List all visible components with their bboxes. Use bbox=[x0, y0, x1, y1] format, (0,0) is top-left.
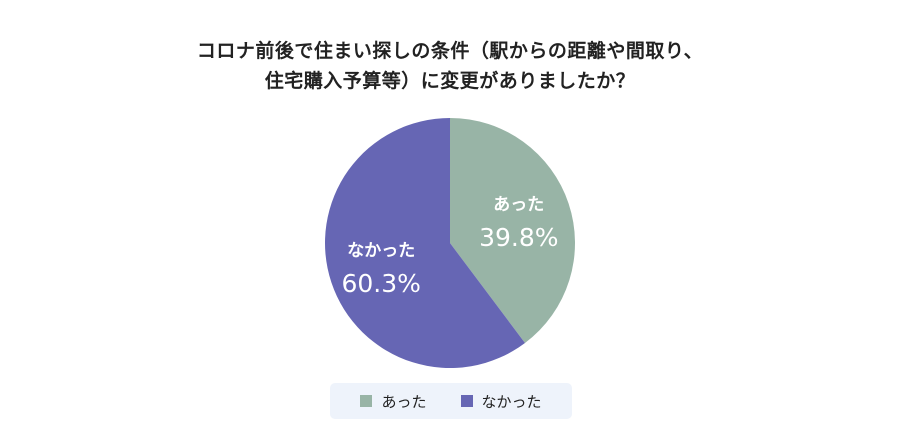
chart-title: コロナ前後で住まい探しの条件（駅からの距離や間取り、 住宅購入予算等）に変更があ… bbox=[0, 36, 900, 96]
pie-slice-nakatta bbox=[325, 118, 525, 368]
pie-slice-atta bbox=[450, 118, 576, 344]
chart-legend: あった なかった bbox=[330, 383, 572, 419]
slice-name-label-nakatta: なかった bbox=[347, 241, 415, 261]
legend-swatch-atta bbox=[360, 395, 373, 407]
legend-swatch-nakatta bbox=[460, 395, 473, 407]
chart-title-line-2: 住宅購入予算等）に変更がありましたか？ bbox=[264, 70, 636, 92]
slice-value-label-atta: 39.8% bbox=[479, 223, 558, 252]
legend-label-atta: あった bbox=[381, 392, 427, 411]
legend-label-nakatta: なかった bbox=[481, 392, 542, 411]
legend-item-atta: あった bbox=[360, 391, 427, 412]
legend-item-nakatta: なかった bbox=[460, 391, 542, 412]
chart-title-line-1: コロナ前後で住まい探しの条件（駅からの距離や間取り、 bbox=[196, 40, 704, 62]
slice-value-label-nakatta: 60.3% bbox=[342, 269, 421, 298]
slice-name-label-atta: あった bbox=[493, 195, 544, 215]
